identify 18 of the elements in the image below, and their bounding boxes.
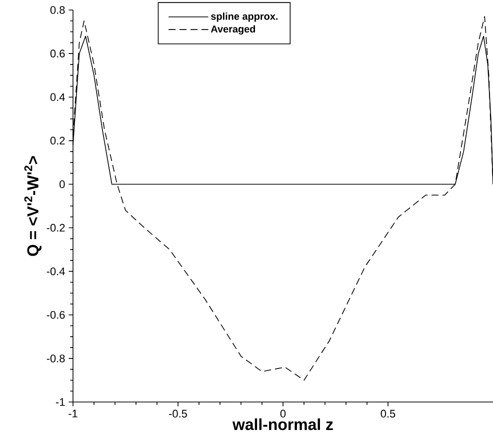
y-tick-label: -0.8 [46, 354, 65, 362]
y-tick-label: -0.2 [46, 224, 65, 232]
y-tick-label: 0.8 [50, 6, 65, 14]
y-axis-title: Q = <V'$^{2}$-W'$^{2}$> [24, 156, 42, 256]
x-tick-label: -0.5 [169, 410, 187, 418]
x-axis-title: wall-normal z [232, 418, 333, 430]
y-tick-label: -0.6 [46, 311, 65, 319]
x-tick-label: -1 [68, 410, 78, 418]
y-tick-label: -0.4 [46, 267, 65, 276]
legend-label: Averaged [210, 25, 256, 35]
legend-label: spline approx. [211, 12, 278, 22]
x-tick-label: 0.5 [380, 410, 396, 418]
x-tick-label: 0 [280, 410, 286, 418]
y-tick-label: 0.4 [50, 93, 65, 101]
y-tick-label: -1 [56, 398, 65, 406]
y-tick-label: 0 [60, 180, 65, 188]
y-tick-label: 0.2 [50, 136, 65, 145]
y-tick-label: 0.6 [50, 50, 65, 58]
